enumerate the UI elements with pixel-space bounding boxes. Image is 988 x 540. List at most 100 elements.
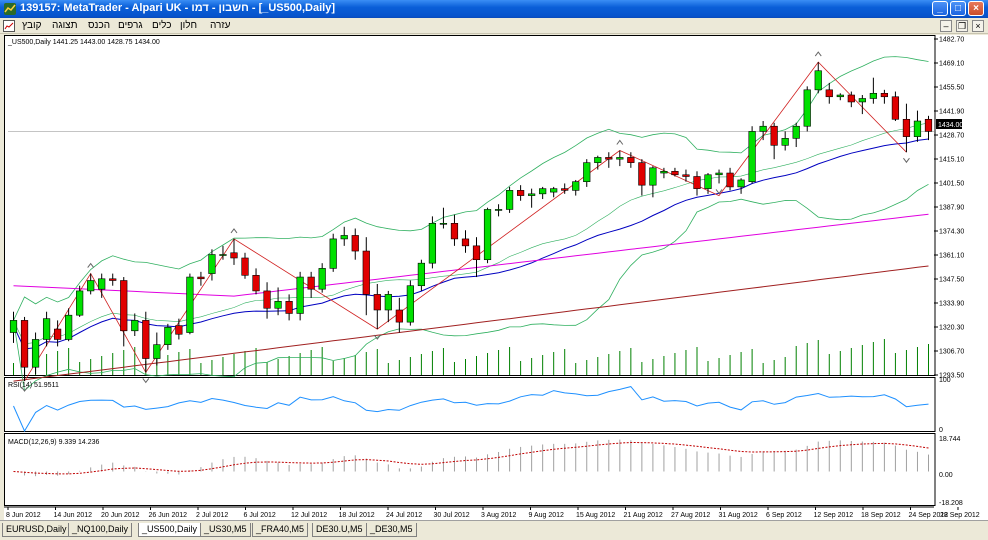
- macd-tick-label: -18.208: [939, 500, 963, 507]
- rsi-tick-label: 100: [939, 377, 951, 384]
- rsi-panel: 100 0: [13, 377, 951, 434]
- menu-charts[interactable]: גרפים: [118, 20, 143, 31]
- price-tick-label: 1306.70: [939, 349, 964, 356]
- current-price-marker: [936, 119, 962, 129]
- price-tick-label: 1374.30: [939, 229, 964, 236]
- bearish-candle: [362, 250, 370, 295]
- menu-tools[interactable]: כלים: [152, 20, 172, 31]
- menu-window[interactable]: חלון: [180, 20, 198, 31]
- bullish-candle: [616, 157, 624, 160]
- maximize-button[interactable]: □: [950, 1, 966, 16]
- macd-label: MACD(12,26,9) 9.339 14.236: [8, 439, 100, 446]
- rsi-label: RSI(14) 51.9511: [8, 382, 59, 389]
- fractal-arrow: [616, 139, 624, 145]
- date-tick-label: 18 Jul 2012: [339, 512, 375, 519]
- price-tick-label: 1469.10: [939, 61, 964, 68]
- bearish-candle: [671, 171, 679, 176]
- bullish-candle: [428, 223, 437, 264]
- chart-tabs: EURUSD,Daily _NQ100,Daily _US500,Daily _…: [0, 520, 988, 540]
- bollinger-middle-line: [13, 122, 929, 345]
- bullish-candle: [913, 120, 922, 137]
- date-tick-label: 2 Jul 2012: [196, 512, 228, 519]
- bearish-candle: [825, 89, 833, 98]
- bullish-candle: [704, 174, 712, 189]
- mdi-close-button[interactable]: ×: [972, 20, 984, 32]
- bullish-candle: [803, 89, 811, 127]
- chart-window-icon[interactable]: [3, 20, 15, 32]
- price-tick-label: 1293.50: [939, 373, 964, 380]
- date-tick-label: 28 Sep 2012: [940, 512, 980, 519]
- price-tick-label: 1441.90: [939, 109, 964, 116]
- candlesticks: [9, 51, 933, 392]
- date-tick-label: 12 Sep 2012: [814, 512, 854, 519]
- close-button[interactable]: ×: [968, 1, 984, 16]
- tab-nq100-daily[interactable]: _NQ100,Daily: [68, 523, 133, 537]
- date-tick-label: 12 Jul 2012: [291, 512, 327, 519]
- price-tick-label: 1428.70: [939, 133, 964, 140]
- bullish-candle: [737, 179, 745, 188]
- menu-view[interactable]: תצוגה: [52, 20, 78, 31]
- tab-us500-daily[interactable]: _US500,Daily: [138, 523, 202, 537]
- fractal-arrow: [715, 189, 723, 195]
- bearish-candle: [847, 94, 855, 103]
- bullish-candle: [417, 262, 426, 287]
- menu-insert[interactable]: הכנס: [88, 20, 111, 31]
- bearish-candle: [472, 245, 481, 261]
- ma-blue-line: [13, 138, 929, 350]
- bullish-candle: [792, 125, 800, 139]
- bullish-candle: [186, 276, 194, 333]
- bearish-candle: [516, 190, 525, 196]
- mdi-minimize-button[interactable]: –: [940, 20, 952, 32]
- bearish-candle: [880, 92, 888, 98]
- mdi-restore-button[interactable]: ❐: [956, 20, 968, 32]
- panel-frame: [4, 35, 936, 376]
- bearish-candle: [461, 238, 470, 247]
- macd-tick-label: 0.00: [939, 472, 953, 479]
- bullish-candle: [219, 254, 227, 256]
- date-tick-label: 24 Sep 2012: [909, 512, 949, 519]
- bullish-candle: [858, 98, 866, 103]
- date-tick-label: 15 Aug 2012: [576, 512, 615, 519]
- bearish-candle: [770, 125, 778, 146]
- bearish-candle: [395, 309, 403, 323]
- zigzag-line: [24, 61, 907, 382]
- tab-de30-m5[interactable]: _DE30,M5: [366, 523, 417, 537]
- menu-file[interactable]: קובץ: [22, 20, 42, 31]
- tab-fra40-m5[interactable]: _FRA40,M5: [252, 523, 309, 537]
- bearish-candle: [682, 174, 690, 177]
- volume-bars: [13, 339, 929, 375]
- bullish-candle: [296, 276, 304, 314]
- chart-frames: [4, 35, 936, 508]
- minimize-button[interactable]: _: [932, 1, 948, 16]
- bullish-candle: [65, 314, 73, 340]
- rsi-tick-label: 0: [939, 427, 943, 434]
- menu-help[interactable]: עזרה: [210, 20, 231, 31]
- bearish-candle: [20, 320, 29, 368]
- bearish-candle: [142, 320, 150, 359]
- bullish-candle: [153, 344, 161, 359]
- tab-eurusd-daily[interactable]: EURUSD,Daily: [2, 523, 71, 537]
- bearish-candle: [924, 118, 933, 132]
- bearish-candle: [307, 276, 315, 290]
- bearish-candle: [450, 223, 459, 240]
- bullish-candle: [539, 188, 547, 195]
- date-tick-label: 3 Aug 2012: [481, 512, 517, 519]
- bullish-candle: [781, 138, 789, 146]
- bearish-candle: [109, 278, 117, 281]
- tab-us30-m5[interactable]: _US30,M5: [200, 523, 251, 537]
- tab-de30u-m5[interactable]: DE30.U,M5: [312, 523, 367, 537]
- bullish-candle: [748, 131, 756, 183]
- chart-window[interactable]: 100 0 18.744 0.00 -18.208 1482.70 1469.10 145…: [4, 35, 988, 520]
- bullish-candle: [208, 254, 216, 274]
- price-tick-label: 1482.70: [939, 37, 964, 44]
- date-tick-label: 6 Sep 2012: [766, 512, 802, 519]
- bearish-candle: [285, 301, 293, 314]
- date-tick-label: 18 Sep 2012: [861, 512, 901, 519]
- price-chart[interactable]: 100 0 18.744 0.00 -18.208 1482.70 1469.10 145…: [4, 35, 988, 520]
- bearish-candle: [627, 157, 635, 163]
- panel-frame: [4, 377, 936, 432]
- title-bar[interactable]: 139157: MetaTrader - Alpari UK - חשבון -…: [0, 0, 988, 18]
- price-tick-label: 1415.10: [939, 157, 964, 164]
- macd-signal-line: [13, 441, 929, 475]
- price-tick-label: 1455.50: [939, 85, 964, 92]
